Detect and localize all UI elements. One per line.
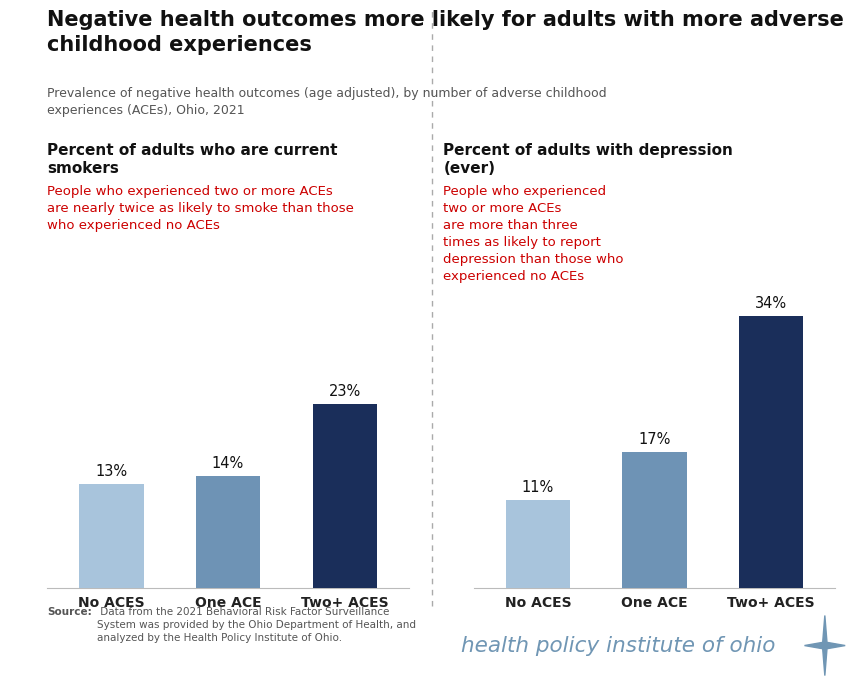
Text: People who experienced two or more ACEs
are nearly twice as likely to smoke than: People who experienced two or more ACEs … [47,185,354,232]
Text: 13%: 13% [96,464,127,480]
Text: 11%: 11% [522,480,554,496]
Polygon shape [804,615,846,676]
Text: health policy institute of ohio: health policy institute of ohio [461,636,775,656]
Text: Percent of adults who are current
smokers: Percent of adults who are current smoker… [47,143,338,176]
Text: Data from the 2021 Behavioral Risk Factor Surveillance
System was provided by th: Data from the 2021 Behavioral Risk Facto… [97,607,416,643]
Bar [79,484,144,588]
Text: Source:: Source: [47,607,92,617]
Text: 23%: 23% [329,384,361,400]
Bar [506,500,570,588]
Text: Prevalence of negative health outcomes (age adjusted), by number of adverse chil: Prevalence of negative health outcomes (… [47,87,607,117]
Bar [739,316,803,588]
Bar [623,452,686,588]
Text: 34%: 34% [755,296,787,311]
Text: Percent of adults with depression
(ever): Percent of adults with depression (ever) [443,143,734,176]
Text: 17%: 17% [638,432,671,448]
Text: 14%: 14% [212,457,245,471]
Text: People who experienced
two or more ACEs
are more than three
times as likely to r: People who experienced two or more ACEs … [443,185,624,283]
Bar [196,476,260,588]
Bar [313,404,376,588]
Text: Negative health outcomes more likely for adults with more adverse
childhood expe: Negative health outcomes more likely for… [47,10,845,55]
